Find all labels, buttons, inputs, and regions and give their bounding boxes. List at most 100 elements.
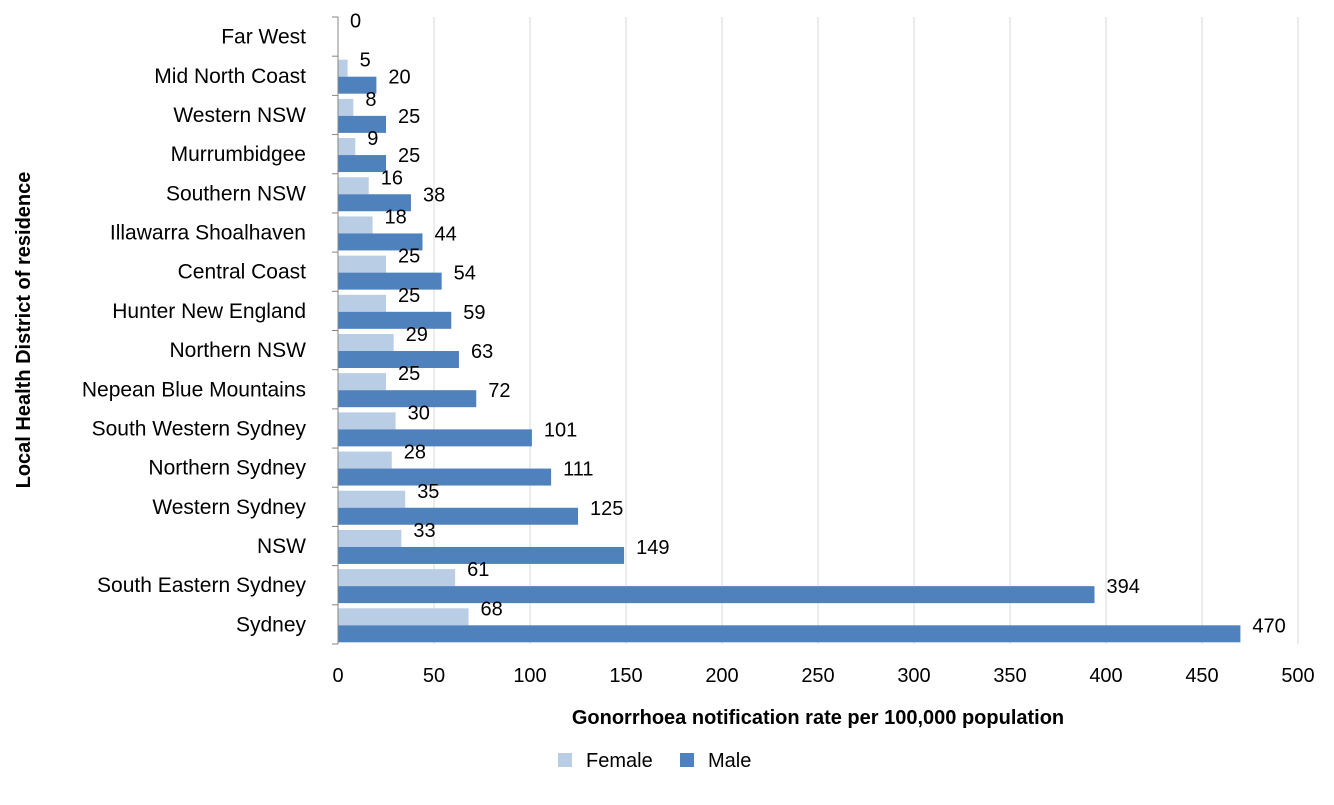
category-label: Mid North Coast	[154, 65, 306, 88]
data-label-female: 35	[417, 481, 439, 503]
category-label: Northern NSW	[169, 339, 306, 362]
x-tick-label: 300	[897, 665, 930, 687]
data-label-male: 470	[1252, 615, 1285, 637]
bar-female	[338, 334, 394, 351]
bar-male	[338, 351, 459, 368]
bar-male	[338, 546, 625, 564]
bar-female	[338, 490, 406, 508]
data-label-female: 0	[350, 11, 361, 33]
bar-male	[338, 586, 1095, 604]
x-tick-label: 500	[1281, 665, 1314, 687]
axes: 0 50 100 150 200 250 300 350 400 450 500 Far West Mi…	[82, 16, 1315, 687]
bar-male	[338, 311, 452, 329]
data-label-male: 44	[434, 223, 456, 245]
data-label-male: 25	[398, 106, 420, 128]
data-label-female: 30	[408, 402, 430, 424]
x-axis-title: Gonorrhoea notification rate per 100,000…	[572, 707, 1064, 729]
bar-male	[338, 507, 578, 525]
bar-female	[338, 608, 469, 626]
bar-male	[338, 76, 377, 94]
bar-female	[338, 373, 386, 391]
data-label-female: 25	[398, 246, 420, 268]
data-label-female: 9	[367, 128, 378, 150]
data-label-male: 101	[544, 419, 577, 441]
category-label: Hunter New England	[112, 300, 306, 323]
bar-male	[338, 155, 386, 173]
x-tick-label: 200	[705, 665, 738, 687]
data-label-male: 59	[463, 302, 485, 324]
bar-male	[338, 115, 386, 133]
bar-female	[338, 59, 348, 77]
data-label-male: 111	[563, 459, 593, 481]
category-label: Nepean Blue Mountains	[82, 378, 306, 401]
bar-male	[338, 390, 477, 408]
x-tick-label: 450	[1185, 665, 1218, 687]
bar-male	[338, 429, 532, 447]
category-label: Northern Sydney	[148, 457, 306, 480]
category-label: South Eastern Sydney	[97, 574, 306, 597]
bar-female	[338, 216, 373, 234]
bar-female	[338, 569, 456, 587]
data-label-female: 25	[398, 363, 420, 385]
bar-female	[338, 255, 386, 273]
category-label: NSW	[257, 535, 306, 558]
category-label: Murrumbidgee	[171, 143, 306, 166]
legend-swatch-female	[558, 753, 572, 767]
x-tick-label: 100	[513, 665, 546, 687]
data-label-male: 394	[1106, 576, 1139, 598]
bar-female	[338, 98, 354, 116]
data-label-female: 25	[398, 285, 420, 307]
bar-female	[338, 177, 369, 195]
category-label: Central Coast	[178, 261, 307, 284]
gridlines	[433, 17, 1299, 644]
bar-female	[338, 138, 356, 156]
bar-male	[338, 272, 442, 290]
y-axis-title: Local Health District of residence	[13, 172, 35, 489]
x-tick-label: 0	[332, 665, 343, 687]
x-tick-label: 150	[609, 665, 642, 687]
category-label: Southern NSW	[166, 182, 306, 205]
x-tick-label: 400	[1089, 665, 1122, 687]
data-label-male: 63	[471, 341, 493, 363]
bar-male	[338, 194, 411, 212]
data-label-female: 61	[467, 559, 489, 581]
category-label: Sydney	[236, 613, 307, 636]
data-label-male: 149	[636, 537, 669, 559]
bar-female	[338, 529, 402, 547]
data-label-female: 5	[360, 50, 371, 72]
data-labels: 0520825925163818442554255929632572301012…	[350, 11, 1286, 638]
data-label-male: 38	[423, 184, 445, 206]
data-label-male: 54	[454, 263, 476, 285]
bar-female	[338, 294, 386, 312]
bar-female	[338, 412, 396, 430]
data-label-female: 16	[381, 167, 403, 189]
data-label-male: 25	[398, 145, 420, 167]
legend: Female Male	[558, 750, 751, 772]
legend-label-male: Male	[708, 750, 751, 772]
data-label-male: 125	[590, 498, 623, 520]
x-tick-label: 50	[423, 665, 445, 687]
category-label: Western NSW	[173, 104, 306, 127]
data-label-male: 20	[388, 67, 410, 89]
category-label: Far West	[221, 26, 306, 49]
x-tick-label: 250	[801, 665, 834, 687]
legend-swatch-male	[680, 753, 694, 767]
data-label-male: 72	[488, 380, 510, 402]
x-tick-label: 350	[993, 665, 1026, 687]
data-label-female: 68	[481, 598, 503, 620]
category-label: Western Sydney	[152, 496, 306, 519]
bar-male	[338, 233, 423, 251]
data-label-female: 29	[406, 324, 428, 346]
bar-female	[338, 451, 392, 469]
data-label-female: 18	[385, 206, 407, 228]
data-label-female: 33	[413, 520, 435, 542]
bar-male	[338, 468, 552, 486]
bar-male	[338, 625, 1241, 643]
bars	[338, 59, 1241, 643]
category-label: South Western Sydney	[92, 417, 307, 440]
legend-label-female: Female	[586, 750, 653, 772]
category-label: Illawarra Shoalhaven	[110, 222, 306, 245]
data-label-female: 8	[365, 89, 376, 111]
